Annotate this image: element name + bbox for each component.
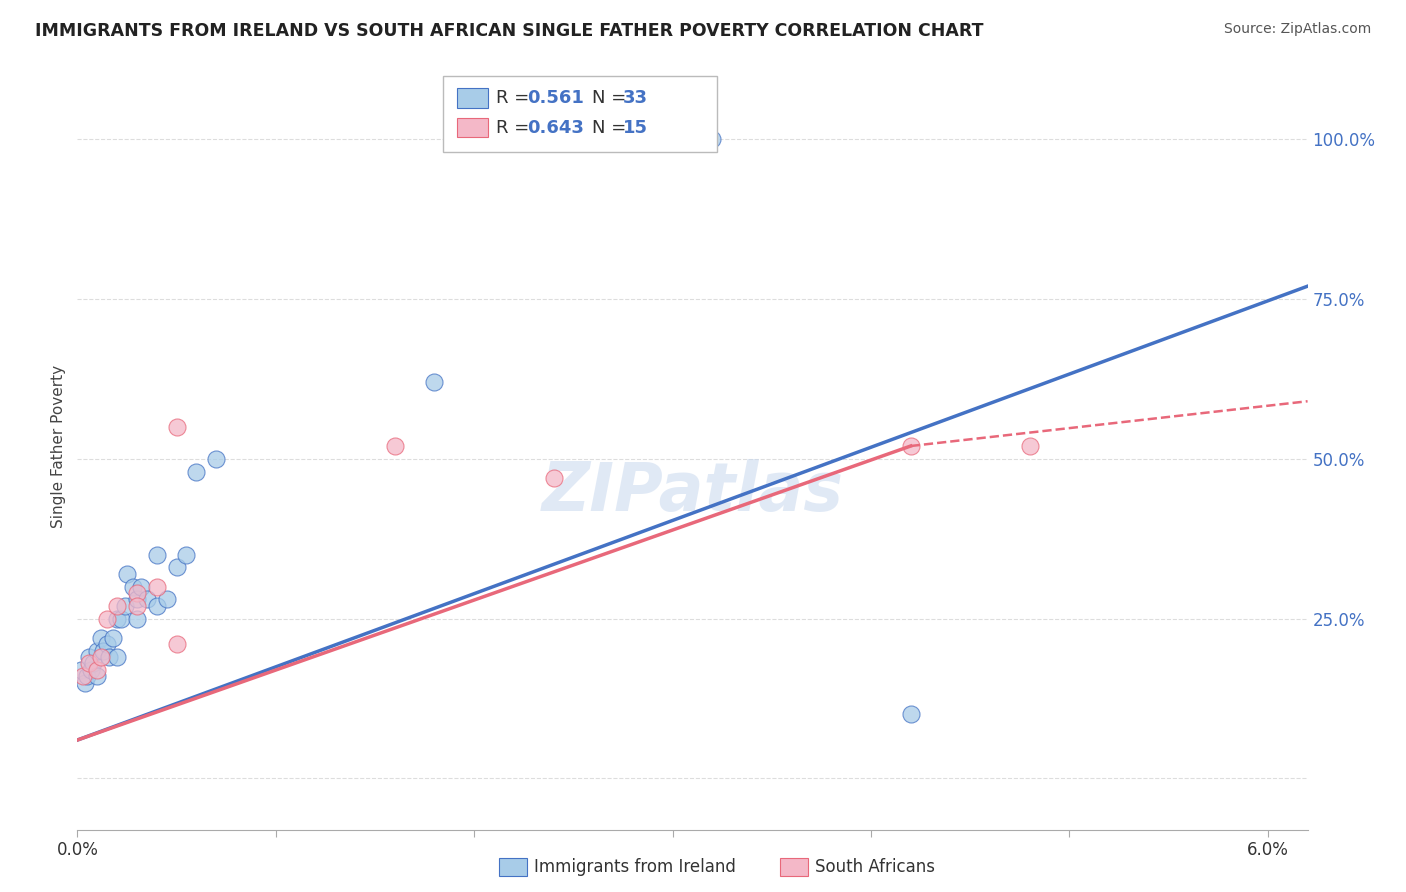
Point [166, 637, 188, 651]
Point [70, 663, 93, 677]
Text: R =: R = [496, 89, 536, 107]
Point [423, 375, 446, 389]
Point [145, 599, 167, 613]
Point [90, 649, 112, 664]
Text: 0.561: 0.561 [527, 89, 583, 107]
Point [91, 643, 114, 657]
Point [105, 599, 128, 613]
Point [110, 612, 132, 626]
Point [86, 643, 108, 657]
Text: IMMIGRANTS FROM IRELAND VS SOUTH AFRICAN SINGLE FATHER POVERTY CORRELATION CHART: IMMIGRANTS FROM IRELAND VS SOUTH AFRICAN… [35, 22, 984, 40]
Point [77, 657, 100, 671]
Point [86, 669, 108, 683]
Point [82, 657, 104, 671]
Point [125, 592, 148, 607]
Point [105, 612, 128, 626]
Point [98, 649, 121, 664]
Point [900, 439, 922, 453]
Text: Source: ZipAtlas.com: Source: ZipAtlas.com [1223, 22, 1371, 37]
Point [900, 707, 922, 722]
Point [166, 419, 188, 434]
Text: R =: R = [496, 119, 536, 136]
Text: 0.643: 0.643 [527, 119, 583, 136]
Text: N =: N = [592, 119, 631, 136]
Point [205, 451, 228, 466]
Point [145, 580, 167, 594]
Text: 15: 15 [623, 119, 648, 136]
Point [90, 631, 112, 645]
Point [125, 612, 148, 626]
Point [125, 599, 148, 613]
Point [96, 612, 118, 626]
Point [76, 669, 98, 683]
Point [72, 669, 94, 683]
Point [186, 465, 208, 479]
Point [176, 548, 198, 562]
Point [80, 663, 103, 677]
Text: 33: 33 [623, 89, 648, 107]
Text: ZIPatlas: ZIPatlas [541, 459, 844, 525]
Point [135, 592, 157, 607]
Point [543, 471, 565, 485]
Point [384, 439, 406, 453]
Point [166, 560, 188, 574]
Point [114, 599, 136, 613]
Text: N =: N = [592, 89, 631, 107]
Point [86, 663, 108, 677]
Point [75, 675, 97, 690]
Point [115, 566, 138, 581]
Point [122, 580, 145, 594]
Text: Immigrants from Ireland: Immigrants from Ireland [534, 858, 737, 876]
Point [1018, 439, 1040, 453]
Point [125, 586, 148, 600]
Point [96, 637, 118, 651]
Point [156, 592, 179, 607]
Text: South Africans: South Africans [815, 858, 935, 876]
Point [101, 631, 124, 645]
Point [145, 548, 167, 562]
Point [702, 132, 724, 146]
Point [105, 649, 128, 664]
Y-axis label: Single Father Poverty: Single Father Poverty [51, 365, 66, 527]
Point [129, 580, 152, 594]
Point [77, 649, 100, 664]
